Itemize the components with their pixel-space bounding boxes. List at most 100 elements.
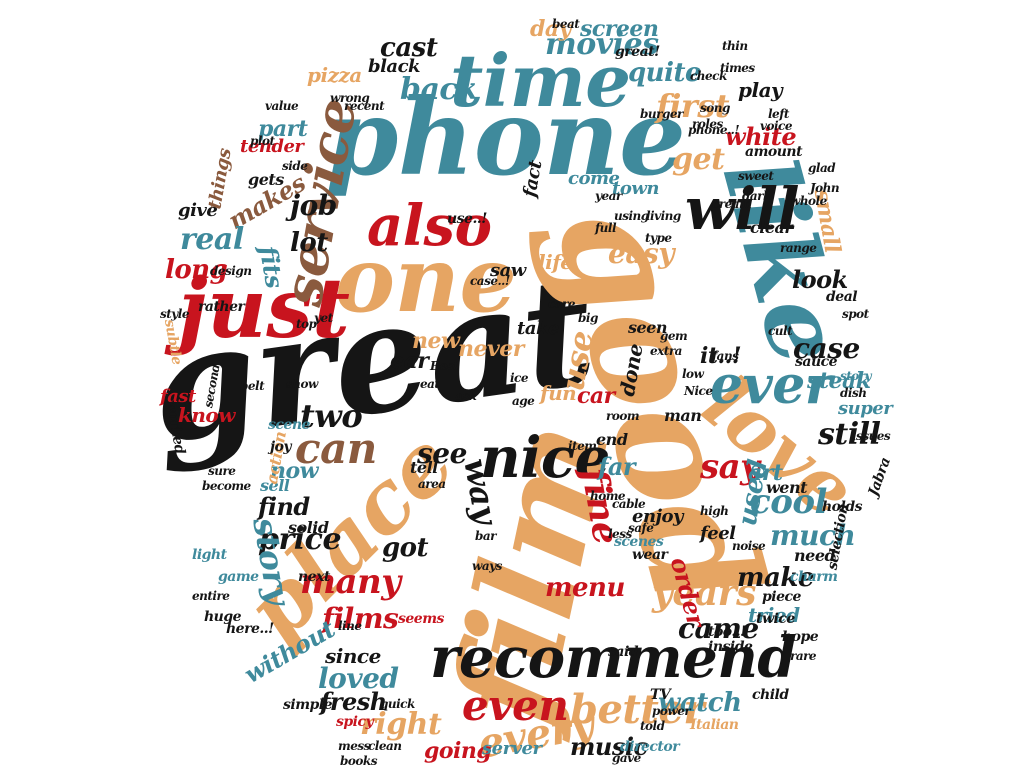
word-case-bang: case..! <box>470 274 510 288</box>
word-need: need <box>794 546 836 565</box>
word-dark: dark <box>742 189 771 203</box>
word-cool: cool <box>750 482 827 522</box>
word-tell: tell <box>410 458 438 477</box>
word-entire: entire <box>192 589 230 603</box>
word-range: range <box>780 241 817 255</box>
word-rare: rare <box>790 649 817 663</box>
word-going: going <box>424 738 492 764</box>
word-recent: recent <box>344 99 385 113</box>
word-play: play <box>738 78 783 102</box>
word-quite: quite <box>628 58 702 88</box>
word-using: using <box>614 209 649 223</box>
word-living: living <box>646 209 681 223</box>
word-black: black <box>368 56 421 77</box>
word-tender: tender <box>240 136 304 157</box>
word-Nice: Nice <box>684 384 713 398</box>
word-big: big <box>578 311 598 325</box>
word-easy: easy <box>608 237 675 270</box>
word-bar: bar <box>475 529 497 543</box>
word-sauce: sauce <box>795 354 838 370</box>
word-sweet: sweet <box>738 169 774 183</box>
word-scenes: scenes <box>614 534 664 550</box>
word-fits: fits <box>253 243 290 291</box>
word-thin: thin <box>722 39 748 53</box>
word-server: server <box>482 738 542 759</box>
word-noise: noise <box>732 539 766 553</box>
word-spot: spot <box>842 307 869 321</box>
word-better: better <box>570 686 704 733</box>
word-get: get <box>672 142 725 177</box>
word-steak: steak <box>807 368 871 394</box>
word-gave: gave <box>612 751 641 765</box>
word-TV: TV <box>650 687 671 703</box>
word-John: John <box>810 181 840 195</box>
word-lot: lot <box>290 228 328 258</box>
word-years: years <box>652 572 756 614</box>
word-huge: huge <box>204 609 242 625</box>
word-inside: inside <box>708 639 753 655</box>
word-just: just <box>178 261 350 357</box>
word-cable: cable <box>612 497 646 511</box>
word-told: told <box>640 719 665 733</box>
word-clean: clean <box>368 739 402 753</box>
word-ways: ways <box>472 559 502 573</box>
word-make: make <box>737 563 814 593</box>
word-twice: twice <box>756 611 795 627</box>
word-far: far <box>598 452 636 481</box>
word-loved: loved <box>318 662 399 695</box>
word-phone: phone <box>325 75 686 199</box>
word-back: back <box>400 72 478 107</box>
word-child: child <box>752 687 789 703</box>
word-now: now <box>270 458 319 484</box>
word-much: much <box>770 519 856 552</box>
word-went: went <box>766 478 807 497</box>
word-new: new <box>412 328 460 354</box>
word-home: home <box>590 489 626 503</box>
word-fast: fast <box>160 386 196 407</box>
word-even: even <box>462 681 569 730</box>
word-simple: simple <box>283 697 333 713</box>
word-yet: yet <box>314 311 333 325</box>
word-white: white <box>725 122 797 151</box>
word-man: man <box>664 406 702 425</box>
word-cast: cast <box>380 33 438 63</box>
word-one: one <box>335 227 517 333</box>
word-said: said <box>608 644 639 660</box>
word-ice: ice <box>510 371 529 385</box>
word-ask: ask <box>455 389 477 403</box>
word-take: take <box>517 318 559 339</box>
word-here-bang: here..! <box>226 621 274 637</box>
word-ear: ear <box>390 348 429 374</box>
word-first: first <box>656 87 730 125</box>
word-wear: wear <box>632 547 668 563</box>
word-sell: sell <box>260 476 290 495</box>
word-clear: clear <box>750 218 793 237</box>
word-side: side <box>282 159 308 173</box>
word-less: less <box>608 527 632 541</box>
word-safe: safe <box>628 521 654 535</box>
word-never: never <box>458 336 524 362</box>
word-still: still <box>818 417 881 452</box>
word-town: town <box>612 178 659 199</box>
word-left: left <box>768 107 789 121</box>
word-give: give <box>178 200 218 221</box>
word-spicy: spicy <box>336 714 374 730</box>
word-art: art <box>748 460 783 486</box>
word-Best: Best <box>430 359 459 373</box>
word-low: low <box>682 367 704 381</box>
word-right: right <box>360 707 442 742</box>
word-joy: joy <box>270 439 292 455</box>
word-eat: eat <box>420 377 440 391</box>
word-price: price <box>258 522 342 557</box>
word-light: light <box>192 547 227 563</box>
word-belt: belt <box>240 379 265 393</box>
word-fun: fun <box>540 381 577 405</box>
word-too-bang: too..! <box>708 624 746 640</box>
word-phone-bang: phone..! <box>688 123 740 137</box>
word-dish: dish <box>840 386 867 400</box>
word-day: day <box>530 16 571 42</box>
word-quick: quick <box>380 697 415 711</box>
word-many: many <box>300 562 401 602</box>
word-item: item <box>568 439 597 453</box>
word-next: next <box>298 569 330 585</box>
